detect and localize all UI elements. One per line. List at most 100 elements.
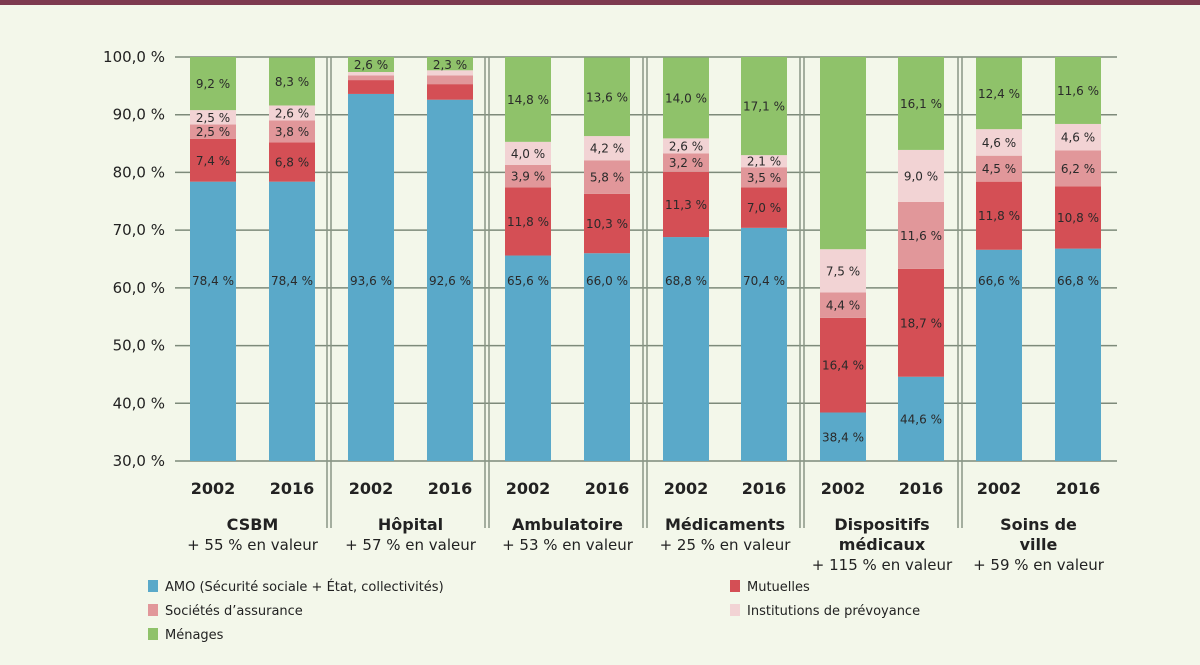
group-subtitle: + 55 % en valeur <box>187 536 319 554</box>
legend-label: Mutuelles <box>747 580 810 595</box>
y-tick-label: 90,0 % <box>113 106 165 124</box>
top-border <box>0 0 1200 5</box>
data-label: 14,8 % <box>507 93 549 107</box>
bar-segment <box>898 268 944 377</box>
group-name: Médicaments <box>665 515 785 534</box>
bar-segment <box>505 187 551 256</box>
bar-segment <box>663 171 709 238</box>
year-label: 2002 <box>191 479 236 498</box>
bar-segment <box>427 75 473 85</box>
bar-segment <box>820 249 866 293</box>
bar-segment <box>663 153 709 172</box>
bar-segment <box>741 227 787 461</box>
legend-swatch <box>148 580 158 592</box>
data-label: 65,6 % <box>507 274 549 288</box>
legend-label: AMO (Sécurité sociale + État, collectivi… <box>165 579 444 595</box>
group-name: Dispositifs <box>834 515 929 534</box>
data-label: 3,9 % <box>511 170 545 184</box>
data-label: 70,4 % <box>743 274 785 288</box>
bar-segment <box>820 317 866 413</box>
bar-segment <box>976 57 1022 130</box>
data-label: 4,4 % <box>826 299 860 313</box>
data-label: 68,8 % <box>665 274 707 288</box>
group-subtitle: + 53 % en valeur <box>502 536 634 554</box>
group-name: ville <box>1020 535 1058 554</box>
bar-segment <box>584 136 630 161</box>
year-label: 2016 <box>899 479 944 498</box>
data-label: 9,2 % <box>196 77 230 91</box>
bar-segment <box>269 142 315 182</box>
year-label: 2016 <box>270 479 315 498</box>
year-label: 2016 <box>585 479 630 498</box>
bar-segment <box>190 181 236 462</box>
bar-segment <box>427 70 473 76</box>
bar-segment <box>898 57 944 150</box>
bar-segment <box>663 138 709 154</box>
bar-segment <box>1055 123 1101 151</box>
data-label: 10,3 % <box>586 217 628 231</box>
data-label: 38,4 % <box>822 430 864 444</box>
data-label: 11,8 % <box>978 209 1020 223</box>
legend-swatch <box>148 604 158 616</box>
year-label: 2002 <box>664 479 709 498</box>
year-label: 2002 <box>349 479 394 498</box>
year-label: 2002 <box>506 479 551 498</box>
group-name: CSBM <box>227 515 279 534</box>
bar-segment <box>505 57 551 142</box>
data-label: 6,2 % <box>1061 162 1095 176</box>
y-tick-label: 40,0 % <box>113 394 165 412</box>
year-label: 2002 <box>821 479 866 498</box>
year-label: 2016 <box>1056 479 1101 498</box>
legend-label: Institutions de prévoyance <box>747 604 920 619</box>
data-label: 2,6 % <box>669 139 703 153</box>
data-label: 18,7 % <box>900 316 942 330</box>
bar-segment <box>820 412 866 461</box>
bar-segment <box>976 155 1022 182</box>
data-label: 78,4 % <box>192 274 234 288</box>
bar-segment <box>584 253 630 461</box>
bar-segment <box>820 292 866 318</box>
bar-segment <box>898 149 944 202</box>
data-label: 16,1 % <box>900 97 942 111</box>
bar-segment <box>976 249 1022 461</box>
data-label: 4,0 % <box>511 147 545 161</box>
bar-segment <box>1055 186 1101 249</box>
y-tick-label: 30,0 % <box>113 452 165 470</box>
data-label: 4,6 % <box>982 136 1016 150</box>
bar-segment <box>584 160 630 194</box>
data-label: 9,0 % <box>904 169 938 183</box>
data-label: 4,5 % <box>982 162 1016 176</box>
data-label: 66,6 % <box>978 274 1020 288</box>
bar-segment <box>190 138 236 182</box>
data-label: 2,5 % <box>196 125 230 139</box>
data-label: 2,3 % <box>433 58 467 72</box>
data-label: 78,4 % <box>271 274 313 288</box>
bar-segment <box>663 237 709 461</box>
data-label: 11,3 % <box>665 198 707 212</box>
data-label: 7,0 % <box>747 201 781 215</box>
data-label: 7,4 % <box>196 154 230 168</box>
data-label: 4,2 % <box>590 142 624 156</box>
bar-segment <box>269 120 315 143</box>
group-subtitle: + 115 % en valeur <box>812 556 953 574</box>
bar-segment <box>348 72 394 76</box>
bar-segment <box>505 141 551 165</box>
data-label: 93,6 % <box>350 274 392 288</box>
data-label: 92,6 % <box>429 274 471 288</box>
y-tick-label: 70,0 % <box>113 221 165 239</box>
bar-segment <box>976 129 1022 156</box>
data-label: 6,8 % <box>275 156 309 170</box>
y-tick-label: 60,0 % <box>113 279 165 297</box>
bar-segment <box>269 181 315 462</box>
group-name: Soins de <box>1000 515 1077 534</box>
y-tick-label: 80,0 % <box>113 163 165 181</box>
data-label: 66,8 % <box>1057 274 1099 288</box>
data-label: 5,8 % <box>590 171 624 185</box>
bar-segment <box>269 57 315 106</box>
data-label: 11,8 % <box>507 215 549 229</box>
bar-segment <box>269 105 315 121</box>
bar-segment <box>741 155 787 168</box>
bar-segment <box>348 75 394 81</box>
bar-segment <box>1055 150 1101 187</box>
